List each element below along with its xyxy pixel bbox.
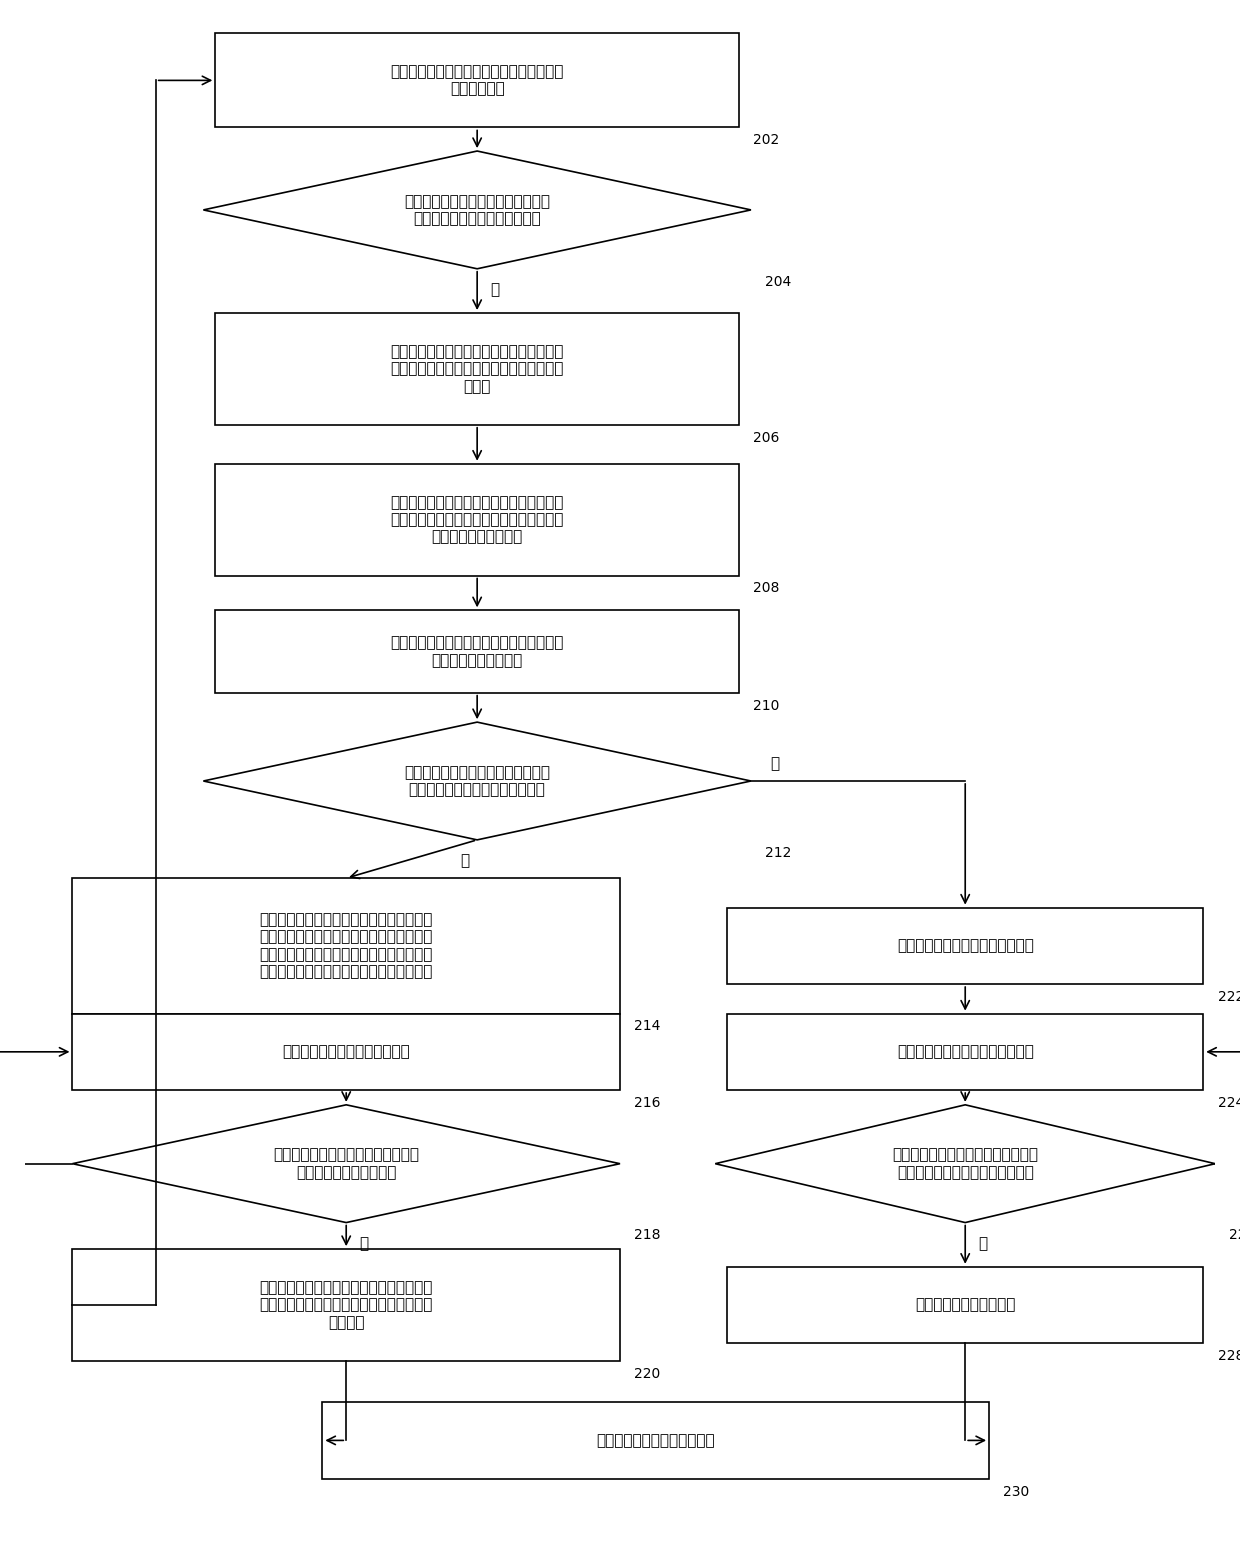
FancyBboxPatch shape [322, 1403, 990, 1479]
Text: 220: 220 [635, 1367, 661, 1381]
Text: 204: 204 [765, 275, 791, 289]
FancyBboxPatch shape [216, 33, 739, 128]
FancyBboxPatch shape [72, 1014, 620, 1090]
Text: 从各所述待制冷间室的所述温度差中确定最
大温度差和最小温度差: 从各所述待制冷间室的所述温度差中确定最 大温度差和最小温度差 [391, 636, 564, 667]
Text: 224: 224 [1218, 1097, 1240, 1111]
Polygon shape [203, 722, 751, 840]
Text: 获取各待制冷间室的温度差。其中，所述温
度差为所述待制冷间室的间室温度值与对应
的第一预设温度值之差: 获取各待制冷间室的温度差。其中，所述温 度差为所述待制冷间室的间室温度值与对应 … [391, 495, 564, 545]
Text: 218: 218 [635, 1228, 661, 1242]
Text: 各所述待制冷间室均停止制冷: 各所述待制冷间室均停止制冷 [596, 1432, 715, 1448]
Text: 对当前的所述制冷间室停止制冷，并根据各
所述待制冷间室的制冷顺序对下一制冷间室
进行制冷: 对当前的所述制冷间室停止制冷，并根据各 所述待制冷间室的制冷顺序对下一制冷间室 … [259, 1281, 433, 1329]
Text: 是: 是 [491, 283, 500, 297]
Text: 206: 206 [754, 431, 780, 445]
Text: 216: 216 [635, 1097, 661, 1111]
FancyBboxPatch shape [72, 878, 620, 1014]
FancyBboxPatch shape [216, 611, 739, 692]
Text: 226: 226 [1230, 1228, 1240, 1242]
Text: 检测制冷间室温度值是否小于或者等
于所述制冷间室的第二预设温度值: 检测制冷间室温度值是否小于或者等 于所述制冷间室的第二预设温度值 [893, 1148, 1038, 1179]
Text: 208: 208 [754, 581, 780, 595]
Text: 230: 230 [1003, 1484, 1029, 1498]
Text: 202: 202 [754, 133, 780, 147]
FancyBboxPatch shape [727, 908, 1203, 984]
FancyBboxPatch shape [727, 1014, 1203, 1090]
Text: 214: 214 [635, 1020, 661, 1034]
Text: 获取各间室的间室温度值和各所述间室的第
一预设温度值: 获取各间室的间室温度值和各所述间室的第 一预设温度值 [391, 64, 564, 97]
Polygon shape [72, 1104, 620, 1223]
Text: 否: 否 [770, 756, 779, 770]
FancyBboxPatch shape [216, 312, 739, 425]
Text: 是: 是 [461, 853, 470, 868]
Text: 是: 是 [978, 1236, 987, 1251]
Text: 对所述制冷间室停止制冷: 对所述制冷间室停止制冷 [915, 1298, 1016, 1312]
Text: 212: 212 [765, 845, 791, 859]
FancyBboxPatch shape [72, 1250, 620, 1361]
Polygon shape [203, 152, 751, 269]
Text: 222: 222 [1218, 990, 1240, 1004]
Text: 228: 228 [1218, 1350, 1240, 1364]
FancyBboxPatch shape [727, 1267, 1203, 1343]
FancyBboxPatch shape [216, 464, 739, 575]
Text: 根据各所述待制冷间室的所述温度差的排序
对各所述待制冷间室依次制冷。其中，各所
述待制冷间室的制冷顺序按照各所述待制冷
间室的所述温度差由大至小的顺序进行排序: 根据各所述待制冷间室的所述温度差的排序 对各所述待制冷间室依次制冷。其中，各所 … [259, 912, 433, 979]
Polygon shape [715, 1104, 1215, 1223]
Text: 是: 是 [360, 1236, 368, 1251]
Text: 检测所述最大温度差与所述最小温度
差之差是否大于或者等于预设差值: 检测所述最大温度差与所述最小温度 差之差是否大于或者等于预设差值 [404, 765, 551, 797]
Text: 检测所述间室的间室温度值是否大于
或者等于对应的第一预设温度值: 检测所述间室的间室温度值是否大于 或者等于对应的第一预设温度值 [404, 194, 551, 226]
Text: 获取各制冷间室的制冷间室温度值: 获取各制冷间室的制冷间室温度值 [897, 1045, 1034, 1059]
Text: 对各所述待制冷间室进行同时制冷: 对各所述待制冷间室进行同时制冷 [897, 939, 1034, 953]
Text: 210: 210 [754, 698, 780, 712]
Text: 检测所述制冷时长是否等于所述制冷
间室对应的预设制冷时长: 检测所述制冷时长是否等于所述制冷 间室对应的预设制冷时长 [273, 1148, 419, 1179]
Text: 当所述间室的间室温度值大于或者等于对应
的第一预设温度值时，将所述间室作为待制
冷间室: 当所述间室的间室温度值大于或者等于对应 的第一预设温度值时，将所述间室作为待制 … [391, 344, 564, 394]
Text: 获取当前的制冷间室的制冷时长: 获取当前的制冷间室的制冷时长 [283, 1045, 410, 1059]
